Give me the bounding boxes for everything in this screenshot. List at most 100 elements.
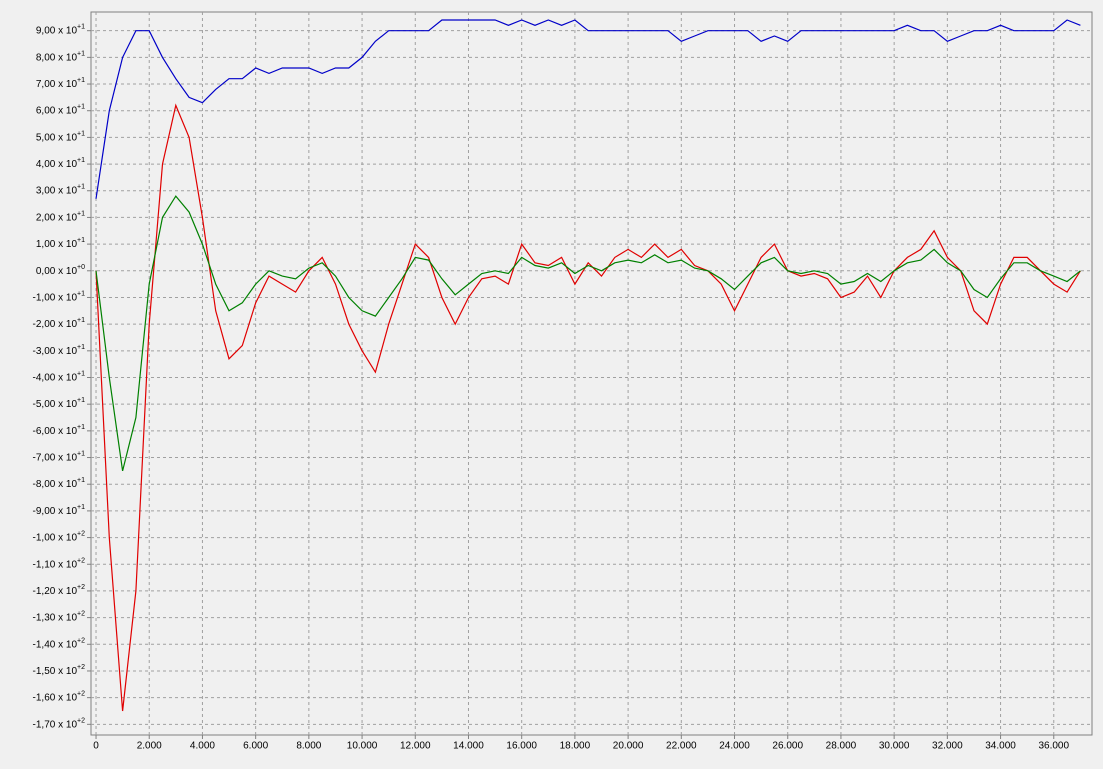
y-tick-label-exponent: +1 xyxy=(77,210,85,217)
y-tick-label-mantissa: 1,00 x 10 xyxy=(36,239,78,250)
y-tick-label-exponent: +1 xyxy=(77,397,85,404)
x-tick-label: 16.000 xyxy=(506,741,537,752)
x-tick-label: 34.000 xyxy=(985,741,1016,752)
y-tick-label-mantissa: 7,00 x 10 xyxy=(36,79,78,90)
y-tick-label: 9,00 x 10+1 xyxy=(36,24,85,37)
y-tick-label-mantissa: 5,00 x 10 xyxy=(36,132,78,143)
y-tick-label-exponent: +2 xyxy=(77,584,85,591)
y-tick-label-mantissa: -1,10 x 10 xyxy=(33,559,78,570)
y-tick-label: 3,00 x 10+1 xyxy=(36,184,85,197)
x-tick-label: 30.000 xyxy=(879,741,910,752)
y-tick-label: -2,00 x 10+1 xyxy=(33,317,86,330)
y-tick-label: 7,00 x 10+1 xyxy=(36,77,85,90)
y-tick-label-mantissa: 8,00 x 10 xyxy=(36,52,78,63)
y-tick-label-mantissa: -1,40 x 10 xyxy=(33,639,78,650)
y-tick-label: -1,30 x 10+2 xyxy=(33,610,86,623)
x-tick-label: 8.000 xyxy=(296,741,321,752)
y-tick-label: -5,00 x 10+1 xyxy=(33,397,86,410)
y-tick-label-mantissa: -7,00 x 10 xyxy=(33,452,78,463)
y-tick-label-exponent: +2 xyxy=(77,530,85,537)
y-tick-label: -7,00 x 10+1 xyxy=(33,450,86,463)
x-tick-label: 12.000 xyxy=(400,741,431,752)
y-tick-label-exponent: +1 xyxy=(77,344,85,351)
series-line xyxy=(95,19,1081,199)
x-tick-label: 18.000 xyxy=(560,741,591,752)
x-tick-label: 36.000 xyxy=(1038,741,1069,752)
y-tick-label-mantissa: -1,30 x 10 xyxy=(33,612,78,623)
x-tick-label: 10.000 xyxy=(347,741,378,752)
series-line xyxy=(95,103,1081,712)
y-tick-label-exponent: +1 xyxy=(77,477,85,484)
x-tick-label: 26.000 xyxy=(772,741,803,752)
x-tick-label: 20.000 xyxy=(613,741,644,752)
y-tick-label: 1,00 x 10+1 xyxy=(36,237,85,250)
y-tick-label-exponent: +1 xyxy=(77,104,85,111)
y-tick-label: -9,00 x 10+1 xyxy=(33,504,86,517)
y-tick-label-exponent: +1 xyxy=(77,24,85,31)
y-tick-label-mantissa: -1,20 x 10 xyxy=(33,586,78,597)
x-tick-label: 0 xyxy=(93,741,99,752)
y-tick-label-mantissa: -4,00 x 10 xyxy=(33,372,78,383)
y-tick-label: 6,00 x 10+1 xyxy=(36,104,85,117)
y-tick-label: -1,50 x 10+2 xyxy=(33,664,86,677)
x-tick-label: 6.000 xyxy=(243,741,268,752)
y-tick-label: 8,00 x 10+1 xyxy=(36,50,85,63)
y-tick-label-mantissa: -6,00 x 10 xyxy=(33,426,78,437)
y-tick-label-mantissa: -3,00 x 10 xyxy=(33,345,78,356)
y-tick-label-mantissa: 3,00 x 10 xyxy=(36,185,78,196)
x-tick-label: 14.000 xyxy=(453,741,484,752)
y-tick-label-exponent: +1 xyxy=(77,157,85,164)
plot-area xyxy=(90,11,1093,736)
y-tick-label-exponent: +0 xyxy=(77,264,85,271)
y-tick-label-mantissa: -1,00 x 10 xyxy=(33,532,78,543)
y-tick-label: -1,70 x 10+2 xyxy=(33,717,86,730)
x-tick-label: 2.000 xyxy=(137,741,162,752)
x-tick-label: 4.000 xyxy=(190,741,215,752)
y-tick-label-exponent: +2 xyxy=(77,690,85,697)
y-tick-label-mantissa: -1,70 x 10 xyxy=(33,719,78,730)
y-tick-label-mantissa: -9,00 x 10 xyxy=(33,506,78,517)
y-tick-label-mantissa: -8,00 x 10 xyxy=(33,479,78,490)
y-tick-label-exponent: +1 xyxy=(77,290,85,297)
y-tick-label-exponent: +1 xyxy=(77,50,85,57)
y-tick-label-mantissa: -1,50 x 10 xyxy=(33,666,78,677)
y-tick-label: -1,00 x 10+1 xyxy=(33,290,86,303)
y-tick-label: -8,00 x 10+1 xyxy=(33,477,86,490)
y-tick-label-exponent: +2 xyxy=(77,717,85,724)
y-tick-label-mantissa: 4,00 x 10 xyxy=(36,159,78,170)
y-tick-label: -1,40 x 10+2 xyxy=(33,637,86,650)
y-tick-label: -4,00 x 10+1 xyxy=(33,370,86,383)
y-tick-label: 4,00 x 10+1 xyxy=(36,157,85,170)
y-tick-label: -1,20 x 10+2 xyxy=(33,584,86,597)
y-tick-label-mantissa: 2,00 x 10 xyxy=(36,212,78,223)
y-tick-label: -1,10 x 10+2 xyxy=(33,557,86,570)
y-tick-label-mantissa: 0,00 x 10 xyxy=(36,265,78,276)
y-tick-label: -6,00 x 10+1 xyxy=(33,424,86,437)
y-tick-label-mantissa: 9,00 x 10 xyxy=(36,25,78,36)
y-tick-label: -3,00 x 10+1 xyxy=(33,344,86,357)
y-tick-label-exponent: +1 xyxy=(77,424,85,431)
y-tick-label-mantissa: -5,00 x 10 xyxy=(33,399,78,410)
y-tick-label-mantissa: -1,00 x 10 xyxy=(33,292,78,303)
y-tick-label-exponent: +2 xyxy=(77,664,85,671)
y-tick-label-exponent: +1 xyxy=(77,370,85,377)
y-tick-label: 0,00 x 10+0 xyxy=(36,264,85,277)
y-tick-label-exponent: +1 xyxy=(77,317,85,324)
x-tick-label: 22.000 xyxy=(666,741,697,752)
y-tick-label-exponent: +1 xyxy=(77,184,85,191)
y-tick-label: 5,00 x 10+1 xyxy=(36,130,85,143)
x-tick-label: 32.000 xyxy=(932,741,963,752)
y-tick-label-exponent: +2 xyxy=(77,610,85,617)
x-tick-label: 24.000 xyxy=(719,741,750,752)
y-tick-label: -1,60 x 10+2 xyxy=(33,690,86,703)
y-tick-label-exponent: +2 xyxy=(77,637,85,644)
y-tick-label-mantissa: 6,00 x 10 xyxy=(36,105,78,116)
series-line xyxy=(95,195,1081,472)
x-tick-label: 28.000 xyxy=(826,741,857,752)
y-tick-label-exponent: +1 xyxy=(77,130,85,137)
y-tick-label-exponent: +2 xyxy=(77,557,85,564)
y-tick-label-exponent: +1 xyxy=(77,450,85,457)
y-tick-label-mantissa: -1,60 x 10 xyxy=(33,692,78,703)
